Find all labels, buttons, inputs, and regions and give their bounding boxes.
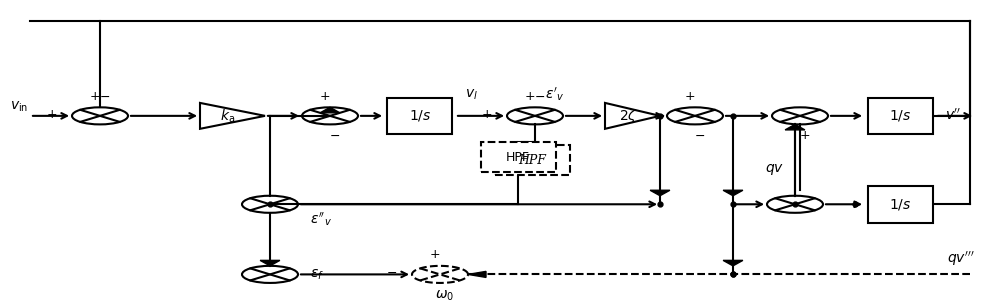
Text: $v_{l}$: $v_{l}$ bbox=[465, 87, 478, 102]
Text: $+$: $+$ bbox=[46, 108, 57, 121]
Polygon shape bbox=[260, 260, 280, 266]
Polygon shape bbox=[723, 260, 743, 266]
FancyBboxPatch shape bbox=[495, 145, 570, 175]
Text: $qv'''$: $qv'''$ bbox=[947, 250, 975, 268]
Text: $qv$: $qv$ bbox=[765, 162, 785, 177]
Text: $v_{\rm in}$: $v_{\rm in}$ bbox=[10, 99, 28, 114]
Text: $1/s$: $1/s$ bbox=[889, 197, 911, 212]
Polygon shape bbox=[650, 190, 670, 196]
Text: $\varepsilon'_v$: $\varepsilon'_v$ bbox=[545, 86, 564, 103]
Polygon shape bbox=[785, 124, 805, 130]
Text: $-$: $-$ bbox=[329, 129, 341, 142]
Text: $+$: $+$ bbox=[429, 248, 441, 261]
Text: $-$: $-$ bbox=[99, 90, 111, 103]
FancyBboxPatch shape bbox=[868, 98, 933, 134]
Text: $+$: $+$ bbox=[684, 90, 696, 103]
Text: $1/s$: $1/s$ bbox=[409, 108, 431, 123]
Polygon shape bbox=[468, 271, 486, 278]
Text: $+$: $+$ bbox=[799, 129, 811, 142]
Text: $-$: $-$ bbox=[534, 90, 546, 103]
Text: $k_{\rm a}$: $k_{\rm a}$ bbox=[220, 107, 235, 125]
Text: $\varepsilon_f$: $\varepsilon_f$ bbox=[310, 267, 324, 282]
Polygon shape bbox=[723, 190, 743, 196]
FancyBboxPatch shape bbox=[481, 142, 556, 172]
Text: $\varepsilon''_v$: $\varepsilon''_v$ bbox=[310, 211, 332, 228]
Text: $+$: $+$ bbox=[481, 108, 492, 121]
Text: $2\zeta$: $2\zeta$ bbox=[619, 107, 638, 125]
Text: $v''$: $v''$ bbox=[945, 108, 961, 123]
Text: HPF: HPF bbox=[519, 154, 546, 167]
FancyBboxPatch shape bbox=[868, 186, 933, 223]
Text: $+$: $+$ bbox=[524, 90, 536, 103]
Text: $-$: $-$ bbox=[694, 129, 706, 142]
Text: $+$: $+$ bbox=[319, 90, 331, 103]
Text: $\omega_0$: $\omega_0$ bbox=[435, 289, 455, 303]
Text: $1/s$: $1/s$ bbox=[889, 108, 911, 123]
Text: $-$: $-$ bbox=[386, 266, 397, 279]
Polygon shape bbox=[320, 107, 340, 113]
FancyBboxPatch shape bbox=[387, 98, 452, 134]
Text: $+$: $+$ bbox=[89, 90, 101, 103]
Text: HPF: HPF bbox=[506, 150, 530, 164]
